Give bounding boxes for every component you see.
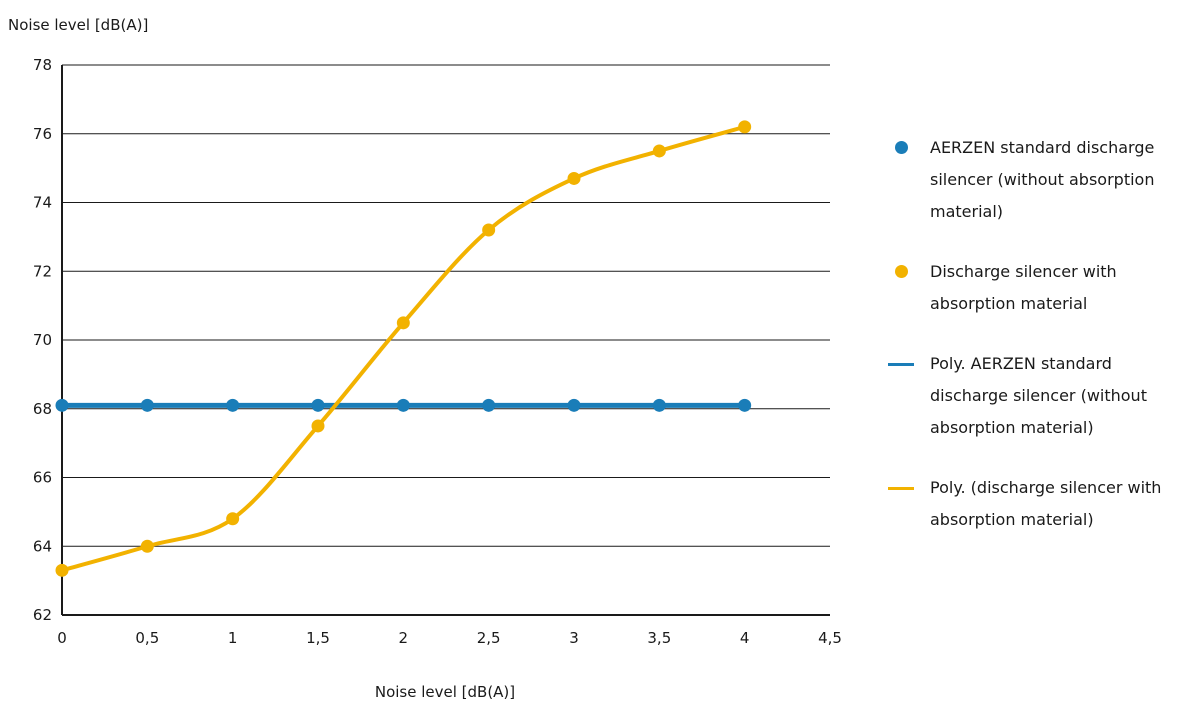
point-absorption-7: [652, 144, 666, 158]
point-absorption-0: [55, 563, 69, 577]
axes: [61, 65, 830, 616]
y-tick-label-64: 64: [33, 537, 52, 555]
legend-item-standard-trendline: Poly. AERZEN standard discharge silencer…: [888, 348, 1188, 444]
y-tick-label-70: 70: [33, 331, 52, 349]
series: [55, 120, 752, 577]
x-tick-label-4-5: 4,5: [818, 629, 842, 647]
legend-label-standard-points: AERZEN standard discharge silencer (with…: [930, 138, 1155, 221]
legend-marker-standard-points: [895, 141, 908, 154]
x-tick-label-0: 0: [57, 629, 67, 647]
point-standard-2: [226, 398, 240, 412]
point-absorption-3: [311, 419, 325, 433]
grid: [62, 64, 830, 547]
point-absorption-5: [482, 223, 496, 237]
x-tick-label-0-5: 0,5: [135, 629, 159, 647]
point-absorption-1: [140, 539, 154, 553]
legend-marker-absorption-trendline: [888, 487, 914, 490]
y-tick-label-62: 62: [33, 606, 52, 624]
point-absorption-2: [226, 512, 240, 526]
point-standard-7: [652, 398, 666, 412]
y-tick-label-78: 78: [33, 56, 52, 74]
legend-label-absorption-trendline: Poly. (discharge silencer with absorptio…: [930, 478, 1162, 529]
x-axis-title: Noise level [dB(A)]: [375, 683, 515, 701]
x-tick-label-2: 2: [399, 629, 409, 647]
legend: AERZEN standard discharge silencer (with…: [888, 132, 1188, 564]
y-tick-label-68: 68: [33, 400, 52, 418]
point-absorption-4: [396, 316, 410, 330]
x-tick-label-4: 4: [740, 629, 750, 647]
point-standard-0: [55, 398, 69, 412]
x-tick-label-1: 1: [228, 629, 238, 647]
y-tick-label-66: 66: [33, 469, 52, 487]
y-tick-label-76: 76: [33, 125, 52, 143]
x-tick-label-1-5: 1,5: [306, 629, 330, 647]
point-absorption-8: [738, 120, 752, 134]
tick-labels: 62 64 66 68 70 72 74 76 78 0 0,5 1 1,5 2 2,5 3 3,5 4 4,5: [33, 56, 842, 647]
point-standard-8: [738, 398, 752, 412]
legend-marker-standard-trendline: [888, 363, 914, 366]
trendline-absorption: [60, 124, 747, 573]
legend-item-absorption-points: Discharge silencer with absorption mater…: [888, 256, 1188, 320]
point-standard-4: [396, 398, 410, 412]
point-absorption-6: [567, 171, 581, 185]
x-tick-label-3-5: 3,5: [647, 629, 671, 647]
legend-item-absorption-trendline: Poly. (discharge silencer with absorptio…: [888, 472, 1188, 536]
point-standard-5: [482, 398, 496, 412]
point-standard-1: [140, 398, 154, 412]
point-standard-3: [311, 398, 325, 412]
legend-marker-absorption-points: [895, 265, 908, 278]
legend-label-standard-trendline: Poly. AERZEN standard discharge silencer…: [930, 354, 1147, 437]
x-tick-label-2-5: 2,5: [477, 629, 501, 647]
y-tick-label-74: 74: [33, 194, 52, 212]
point-standard-6: [567, 398, 581, 412]
y-axis-title: Noise level [dB(A)]: [8, 16, 148, 34]
legend-item-standard-points: AERZEN standard discharge silencer (with…: [888, 132, 1188, 228]
y-tick-label-72: 72: [33, 262, 52, 280]
x-tick-label-3: 3: [569, 629, 579, 647]
legend-label-absorption-points: Discharge silencer with absorption mater…: [930, 262, 1117, 313]
